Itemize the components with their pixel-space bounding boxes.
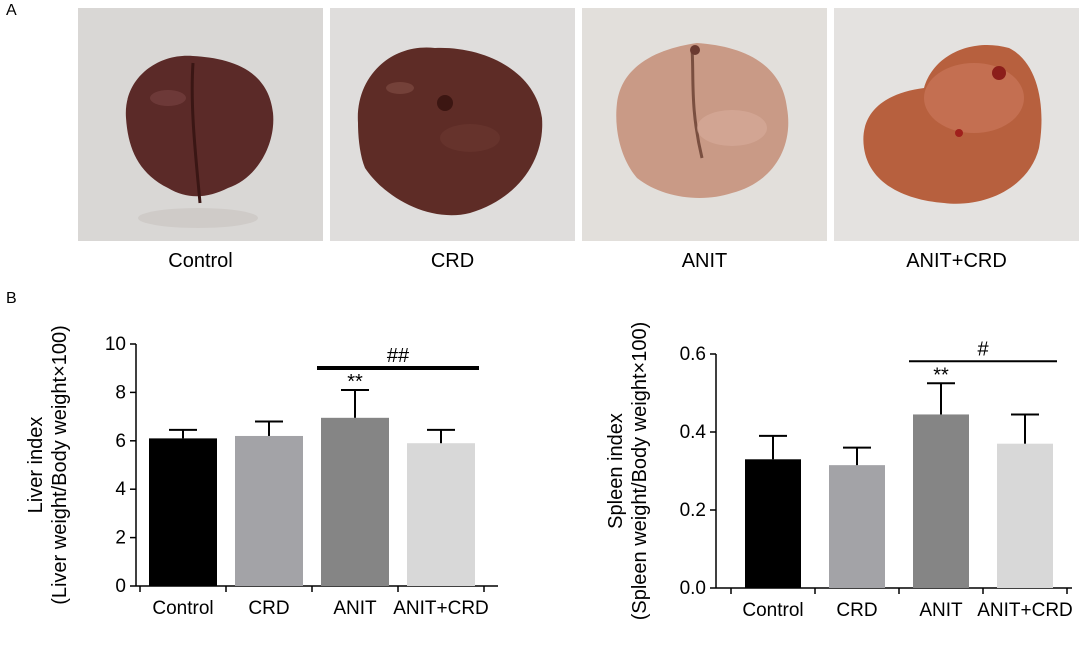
comparison-mark: ##	[387, 345, 410, 367]
liver-crd-image	[330, 8, 575, 241]
photo-caption-anit-crd: ANIT+CRD	[906, 250, 1007, 272]
x-tick-label: ANIT	[919, 600, 963, 621]
x-tick-label: Control	[152, 598, 213, 619]
y-axis-title: Spleen index	[605, 413, 627, 529]
y-axis-title: Liver index	[25, 417, 47, 514]
y-tick-label: 0.2	[680, 500, 706, 521]
y-tick-label: 0.6	[680, 344, 706, 365]
x-tick-label: ANIT	[333, 598, 377, 619]
bar	[407, 443, 475, 586]
bar	[913, 414, 969, 588]
photo-caption-control: Control	[168, 250, 233, 272]
panel-b-label: B	[6, 290, 17, 307]
bar	[235, 435, 303, 586]
comparison-mark: #	[977, 338, 989, 360]
x-tick-label: CRD	[248, 598, 289, 619]
y-tick-label: 4	[115, 479, 126, 500]
y-tick-label: 0	[115, 576, 126, 597]
y-tick-label: 0.4	[680, 422, 707, 443]
spleen-index-chart: 0.0 0.2 0.4 0.6 Control CRD ANIT ANIT+CRD ** # Spl…	[560, 300, 1080, 647]
y-tick-label: 8	[115, 382, 126, 403]
y-axis-subtitle: (Spleen weight/Body weight×100)	[629, 322, 651, 621]
photo-caption-anit: ANIT	[681, 250, 728, 272]
photo-anit-crd	[834, 8, 1079, 241]
photo-crd	[330, 8, 575, 241]
liver-anit-image	[582, 8, 827, 241]
significance-stars: **	[347, 371, 363, 393]
spleen-index-chart-svg: 0.0 0.2 0.4 0.6 Control CRD ANIT ANIT+CRD ** # Spl…	[605, 322, 1073, 621]
y-tick-label: 6	[115, 431, 126, 452]
x-tick-label: ANIT+CRD	[393, 598, 489, 619]
bar	[149, 438, 217, 586]
panel-a-label: A	[6, 2, 17, 19]
significance-stars: **	[933, 364, 949, 386]
liver-index-chart-svg: 0 2 4 6 8 10 Control CRD ANIT ANIT+CRD ** ## Liver i…	[25, 325, 498, 619]
x-tick-label: CRD	[836, 600, 877, 621]
photo-anit	[582, 8, 827, 241]
liver-anit-crd-image	[834, 8, 1079, 241]
liver-control-image	[78, 8, 323, 241]
y-tick-label: 0.0	[680, 578, 706, 599]
photo-control	[78, 8, 323, 241]
bar	[829, 465, 885, 588]
bar	[997, 443, 1053, 588]
photo-caption-crd: CRD	[430, 250, 475, 272]
y-tick-label: 2	[115, 528, 126, 549]
bar	[321, 417, 389, 586]
x-tick-label: ANIT+CRD	[977, 600, 1073, 621]
y-axis-subtitle: (Liver weight/Body weight×100)	[49, 325, 71, 605]
y-tick-label: 10	[105, 334, 126, 355]
liver-index-chart: 0 2 4 6 8 10 Control CRD ANIT ANIT+CRD ** ## Liver i…	[0, 300, 520, 647]
x-tick-label: Control	[742, 600, 803, 621]
bar	[745, 459, 801, 588]
